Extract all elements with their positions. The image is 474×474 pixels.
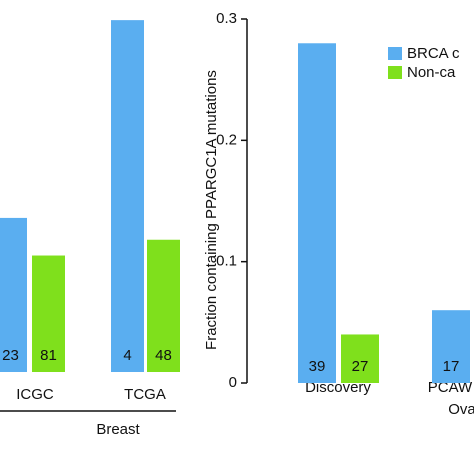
- group-label: Breast: [96, 421, 140, 438]
- legend-label: BRCA c: [407, 45, 460, 62]
- bar: [147, 239, 180, 372]
- count-label: 48: [155, 347, 172, 364]
- count-label: 17: [443, 358, 460, 375]
- bar: [432, 310, 470, 383]
- bar: [111, 20, 144, 373]
- y-tick-label: 0.1: [216, 253, 237, 270]
- group-label: Ova: [448, 401, 474, 418]
- y-tick-label: 0.2: [216, 131, 237, 148]
- count-label: 27: [352, 358, 369, 375]
- y-tick-label: 0.3: [216, 10, 237, 27]
- bar: [32, 255, 65, 372]
- x-tick-label: TCGA: [124, 386, 166, 403]
- y-tick-label: 0: [229, 374, 237, 391]
- x-tick-label: ICGC: [16, 386, 54, 403]
- bar: [298, 43, 336, 384]
- bar: [0, 217, 27, 372]
- count-label: 39: [309, 358, 326, 375]
- x-tick-label: Discovery: [305, 379, 371, 396]
- count-label: 4: [123, 347, 131, 364]
- bar: [341, 334, 379, 383]
- x-tick-label: PCAW: [428, 379, 473, 396]
- legend-label: Non-ca: [407, 64, 456, 81]
- legend-swatch: [388, 47, 402, 60]
- y-axis-label: Fraction containing PPARGC1A mutations: [203, 70, 220, 350]
- count-label: 81: [40, 347, 57, 364]
- legend-swatch: [388, 66, 402, 79]
- count-label: 23: [2, 347, 19, 364]
